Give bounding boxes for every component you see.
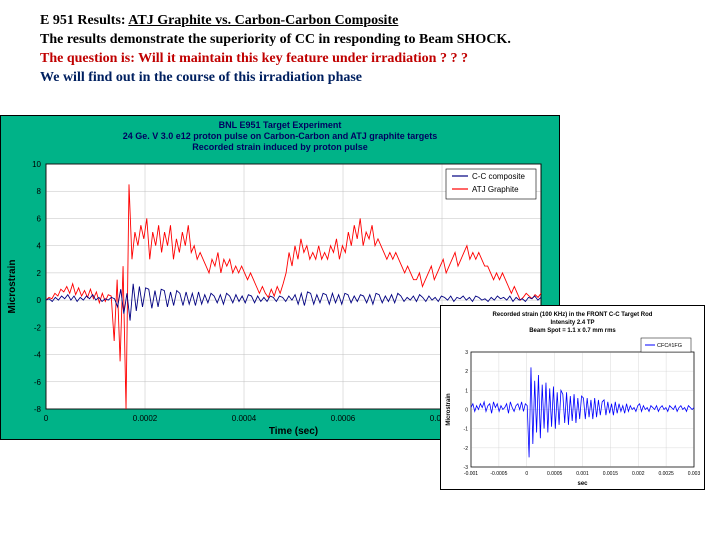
header-text-block: E 951 Results: ATJ Graphite vs. Carbon-C… — [0, 0, 720, 96]
header-line-3: The question is: Will it maintain this k… — [40, 50, 680, 69]
svg-text:0.0015: 0.0015 — [603, 471, 619, 477]
svg-text:0: 0 — [525, 471, 528, 477]
svg-text:Beam Spot = 1.1 x 0.7 mm rms: Beam Spot = 1.1 x 0.7 mm rms — [529, 328, 616, 334]
svg-text:-2: -2 — [464, 446, 469, 452]
svg-text:Recorded strain induced by pro: Recorded strain induced by proton pulse — [192, 142, 368, 152]
svg-text:0.003: 0.003 — [688, 471, 701, 477]
inset-chart-container: Recorded strain (100 KHz) in the FRONT C… — [440, 305, 705, 490]
svg-text:8: 8 — [37, 187, 42, 196]
svg-text:Recorded strain (100 KHz) in t: Recorded strain (100 KHz) in the FRONT C… — [493, 312, 653, 318]
svg-text:-2: -2 — [34, 323, 42, 332]
header-line1-underline: ATJ Graphite vs. Carbon-Carbon Composite — [128, 13, 398, 28]
svg-text:sec: sec — [577, 481, 588, 487]
svg-text:1: 1 — [465, 388, 468, 394]
header-line-1: E 951 Results: ATJ Graphite vs. Carbon-C… — [40, 12, 680, 31]
svg-text:C-C composite: C-C composite — [472, 172, 525, 181]
svg-text:Intensity 2.4 TP: Intensity 2.4 TP — [550, 320, 594, 326]
header-line-4: We will find out in the course of this i… — [40, 69, 680, 88]
svg-text:-0.001: -0.001 — [464, 471, 478, 477]
svg-text:Microstrain: Microstrain — [446, 393, 452, 426]
svg-text:Time (sec): Time (sec) — [269, 426, 318, 437]
header-line1-prefix: E 951 Results: — [40, 13, 128, 28]
inset-chart-svg: Recorded strain (100 KHz) in the FRONT C… — [441, 306, 704, 489]
svg-text:ATJ Graphite: ATJ Graphite — [472, 185, 519, 194]
svg-text:-1: -1 — [464, 427, 469, 433]
svg-text:4: 4 — [37, 242, 42, 251]
svg-text:6: 6 — [37, 214, 42, 223]
svg-text:0: 0 — [465, 408, 468, 414]
svg-text:2: 2 — [465, 369, 468, 375]
svg-text:-0.0005: -0.0005 — [490, 471, 507, 477]
svg-text:0.0002: 0.0002 — [133, 414, 158, 423]
svg-text:CFC#1FG: CFC#1FG — [657, 343, 682, 349]
header-line-2: The results demonstrate the superiority … — [40, 31, 680, 50]
svg-text:3: 3 — [465, 350, 468, 356]
svg-text:0.001: 0.001 — [576, 471, 589, 477]
svg-text:0.0025: 0.0025 — [658, 471, 674, 477]
svg-text:Microstrain: Microstrain — [7, 260, 18, 314]
svg-text:BNL E951 Target Experiment: BNL E951 Target Experiment — [219, 120, 342, 130]
svg-text:-8: -8 — [34, 405, 42, 414]
svg-text:-6: -6 — [34, 378, 42, 387]
svg-text:0: 0 — [37, 296, 42, 305]
svg-text:2: 2 — [37, 269, 42, 278]
svg-text:24 Ge. V 3.0 e12 proton pulse: 24 Ge. V 3.0 e12 proton pulse on Carbon-… — [123, 131, 438, 141]
svg-text:0.0004: 0.0004 — [232, 414, 257, 423]
svg-text:0: 0 — [44, 414, 49, 423]
svg-text:-4: -4 — [34, 351, 42, 360]
svg-text:0.0006: 0.0006 — [331, 414, 356, 423]
svg-text:10: 10 — [32, 160, 41, 169]
svg-text:0.002: 0.002 — [632, 471, 645, 477]
svg-text:0.0005: 0.0005 — [547, 471, 563, 477]
